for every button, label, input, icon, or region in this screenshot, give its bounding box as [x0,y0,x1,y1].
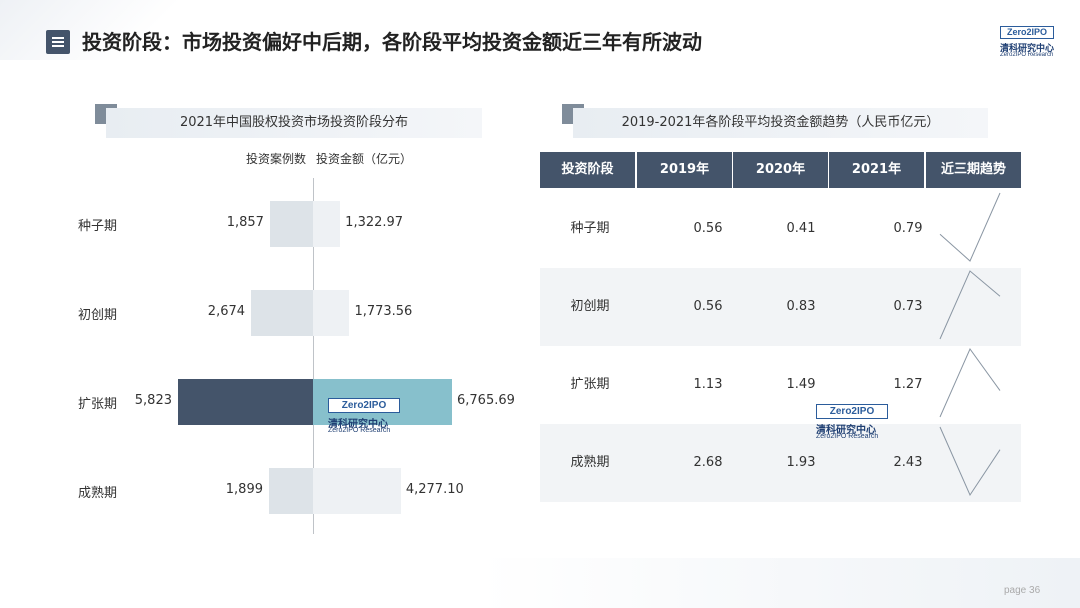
cell-2020: 1.49 [786,377,816,392]
value-label-amount: 6,765.69 [457,393,515,408]
col-header-trend: 近三期趋势 [926,152,1021,188]
bar-cases [269,201,313,247]
footer-decoration [480,558,1080,608]
cell-2020: 0.41 [786,221,816,236]
page-number-value: 36 [1029,585,1041,596]
cell-stage: 扩张期 [570,377,610,392]
cell-2020: 0.83 [786,299,816,314]
trend-line [939,270,1001,340]
bar-amount [313,201,341,247]
table-row: 初创期 0.56 0.83 0.73 [540,268,1021,346]
table-row: 扩张期 1.13 1.49 1.27 [540,346,1021,424]
corner-decoration [0,0,200,60]
logo-wordmark: Zero2IPO [1000,26,1054,39]
series-label-cases: 投资案例数 [246,152,307,166]
value-label-cases: 5,823 [134,393,172,408]
watermark-wordmark: Zero2IPO [816,404,888,419]
cell-2019: 1.13 [693,377,723,392]
cell-2021: 1.27 [893,377,923,392]
category-label: 扩张期 [78,397,118,412]
bar-cases [268,468,313,514]
trend-sparklines [939,192,1001,497]
value-label-amount: 1,773.56 [354,304,413,319]
menu-icon [46,30,70,54]
col-header-stage: 投资阶段 [540,152,635,188]
brand-logo: Zero2IPO 清科研究中心 Zero2IPO Research [1000,26,1060,62]
category-label: 初创期 [78,308,118,323]
bar-amount [313,468,401,514]
col-header-2020: 2020年 [733,152,828,188]
cell-2021: 0.73 [893,299,923,314]
right-table-title: 2019-2021年各阶段平均投资金额趋势（人民币亿元） [573,108,988,138]
cell-stage: 种子期 [570,221,610,236]
cell-2021: 0.79 [893,221,923,236]
chart-center-axis [313,178,314,534]
bar-cases [251,290,313,336]
left-chart-title: 2021年中国股权投资市场投资阶段分布 [106,108,482,138]
cell-stage: 成熟期 [570,455,610,470]
series-label-amount: 投资金额（亿元） [316,152,413,166]
cell-2020: 1.93 [786,455,816,470]
cell-2019: 0.56 [693,221,723,236]
watermark-cn-text: 清科研究中心 [328,419,388,430]
table-header: 投资阶段 2019年 2020年 2021年 近三期趋势 [540,152,1021,188]
value-label-cases: 1,857 [226,215,264,230]
chart-watermark: Zero2IPO 清科研究中心 Zero2IPO Research [328,398,408,440]
value-label-amount: 4,277.10 [405,482,464,497]
table-watermark: Zero2IPO 清科研究中心 Zero2IPO Research [816,404,896,446]
cell-2021: 2.43 [893,455,923,470]
col-header-2019: 2019年 [637,152,732,188]
bar-amount [313,290,350,336]
cell-2019: 0.56 [693,299,723,314]
page-title: 投资阶段：市场投资偏好中后期，各阶段平均投资金额近三年有所波动 [82,30,702,54]
page-label: page [1004,585,1027,596]
page-number: page 36 [1004,585,1040,596]
value-label-cases: 1,899 [225,482,263,497]
logo-en-text: Zero2IPO Research [1000,52,1054,58]
col-header-2021: 2021年 [829,152,924,188]
trend-line [939,347,1001,418]
category-label: 种子期 [78,219,118,234]
cell-2019: 2.68 [693,455,723,470]
table-row: 成熟期 2.68 1.93 2.43 [540,424,1021,502]
watermark-cn-text: 清科研究中心 [816,425,876,436]
category-label: 成熟期 [78,486,118,501]
watermark-en-text: Zero2IPO Research [816,433,879,440]
logo-cn-text: 清科研究中心 [1000,44,1055,54]
cell-stage: 初创期 [570,299,610,314]
table-row: 种子期 0.56 0.41 0.79 [540,190,1021,268]
watermark-wordmark: Zero2IPO [328,398,400,413]
value-label-amount: 1,322.97 [345,215,404,230]
watermark-en-text: Zero2IPO Research [328,427,391,434]
trend-line [939,426,1001,497]
bar-cases [178,379,313,425]
trend-line [939,192,1001,262]
value-label-cases: 2,674 [207,304,246,319]
